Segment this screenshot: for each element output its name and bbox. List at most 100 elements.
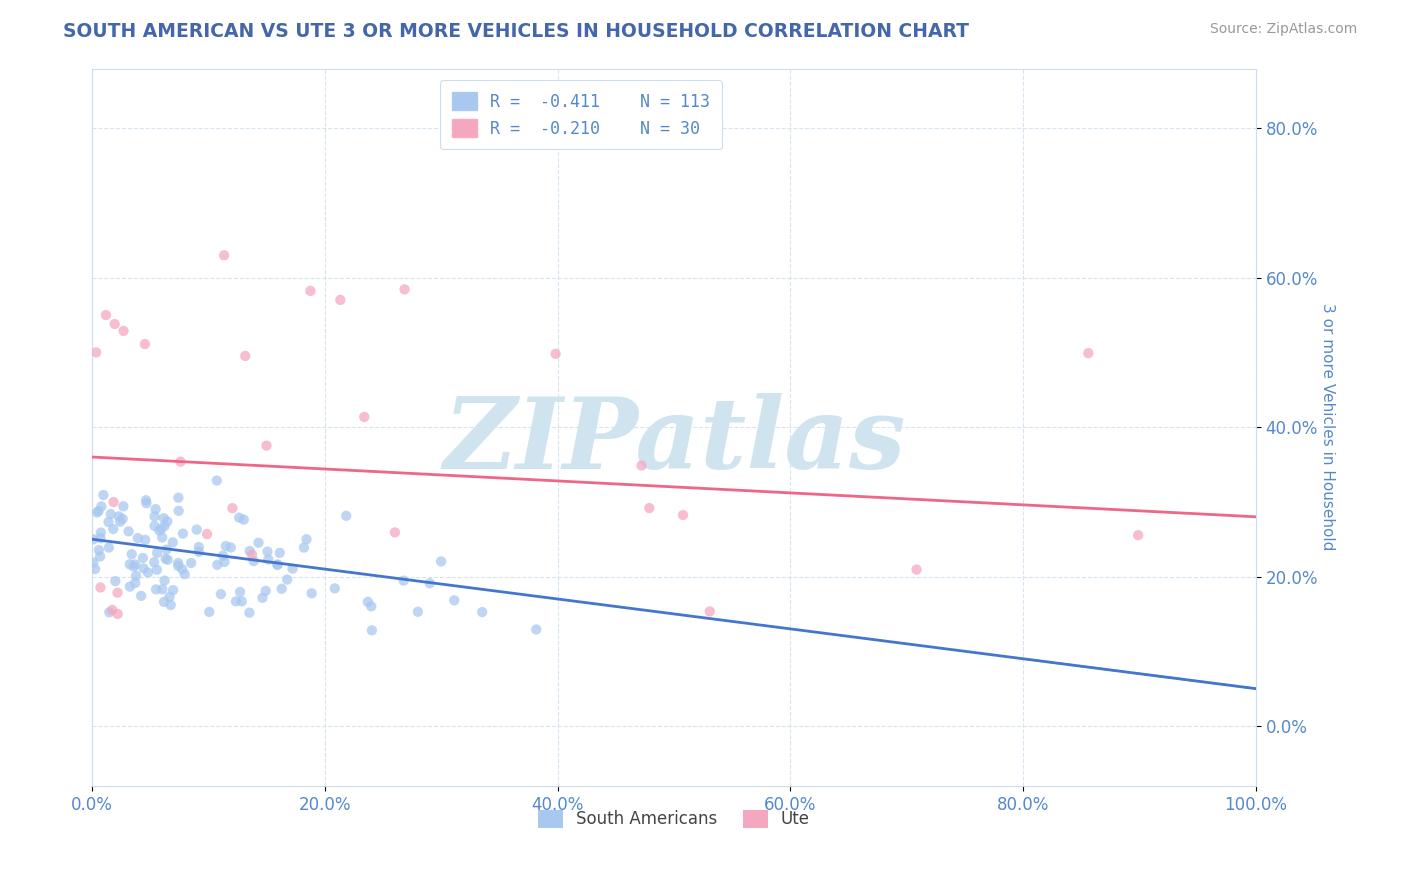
Point bbox=[256, 544, 278, 558]
Point bbox=[524, 623, 547, 637]
Point bbox=[117, 524, 139, 539]
Point bbox=[419, 576, 441, 591]
Point bbox=[104, 574, 127, 588]
Point bbox=[155, 542, 177, 557]
Point bbox=[443, 593, 465, 607]
Point bbox=[187, 540, 209, 554]
Point bbox=[132, 551, 155, 566]
Point bbox=[135, 493, 157, 508]
Point bbox=[167, 556, 190, 570]
Point bbox=[134, 337, 156, 351]
Point bbox=[329, 293, 352, 307]
Point bbox=[323, 582, 346, 596]
Point bbox=[384, 525, 406, 540]
Point bbox=[1126, 528, 1149, 542]
Point bbox=[143, 509, 166, 524]
Point bbox=[266, 558, 288, 572]
Point bbox=[156, 553, 179, 567]
Point bbox=[172, 526, 194, 541]
Point bbox=[127, 531, 149, 545]
Point bbox=[212, 549, 235, 563]
Point bbox=[257, 552, 280, 566]
Text: Source: ZipAtlas.com: Source: ZipAtlas.com bbox=[1209, 22, 1357, 37]
Point bbox=[153, 519, 176, 533]
Point bbox=[281, 562, 304, 576]
Point bbox=[301, 586, 323, 600]
Point bbox=[153, 574, 176, 588]
Point bbox=[98, 605, 121, 619]
Point bbox=[84, 562, 107, 576]
Point bbox=[97, 515, 120, 529]
Point bbox=[233, 349, 256, 363]
Point bbox=[129, 589, 152, 603]
Point bbox=[162, 583, 184, 598]
Point bbox=[238, 606, 260, 620]
Point bbox=[89, 531, 111, 545]
Point bbox=[87, 543, 110, 558]
Point bbox=[394, 282, 416, 296]
Point bbox=[108, 515, 131, 529]
Point bbox=[124, 558, 146, 572]
Point bbox=[152, 511, 174, 525]
Point bbox=[112, 500, 135, 514]
Point bbox=[295, 533, 318, 547]
Point bbox=[471, 605, 494, 619]
Point bbox=[214, 555, 236, 569]
Point bbox=[254, 583, 277, 598]
Point bbox=[276, 573, 298, 587]
Point bbox=[219, 541, 242, 555]
Point bbox=[143, 555, 166, 569]
Point bbox=[100, 507, 122, 521]
Text: SOUTH AMERICAN VS UTE 3 OR MORE VEHICLES IN HOUSEHOLD CORRELATION CHART: SOUTH AMERICAN VS UTE 3 OR MORE VEHICLES… bbox=[63, 22, 969, 41]
Point bbox=[186, 523, 208, 537]
Point bbox=[205, 474, 228, 488]
Point bbox=[124, 576, 146, 591]
Point bbox=[672, 508, 695, 522]
Point bbox=[122, 559, 145, 574]
Point bbox=[266, 558, 288, 572]
Point bbox=[299, 284, 322, 298]
Point bbox=[357, 595, 380, 609]
Point bbox=[162, 535, 184, 549]
Point bbox=[89, 549, 111, 564]
Point bbox=[145, 502, 167, 516]
Point bbox=[173, 567, 195, 582]
Point bbox=[94, 308, 117, 322]
Point bbox=[86, 505, 108, 519]
Point bbox=[148, 524, 170, 538]
Point bbox=[118, 580, 141, 594]
Point bbox=[221, 501, 243, 516]
Point bbox=[353, 409, 375, 424]
Point bbox=[215, 539, 238, 553]
Point bbox=[93, 488, 115, 502]
Point bbox=[150, 522, 173, 536]
Legend: South Americans, Ute: South Americans, Ute bbox=[531, 803, 817, 835]
Point bbox=[104, 317, 127, 331]
Point bbox=[159, 598, 181, 612]
Point bbox=[335, 508, 357, 523]
Point bbox=[108, 509, 131, 524]
Point bbox=[87, 504, 110, 518]
Point bbox=[232, 513, 254, 527]
Point bbox=[229, 585, 252, 599]
Point bbox=[240, 548, 263, 562]
Point bbox=[225, 594, 247, 608]
Point bbox=[207, 558, 229, 572]
Point bbox=[630, 458, 652, 473]
Point bbox=[905, 563, 928, 577]
Point bbox=[82, 556, 104, 570]
Point bbox=[146, 563, 169, 577]
Point bbox=[247, 535, 270, 549]
Point bbox=[167, 559, 190, 574]
Point bbox=[150, 531, 173, 545]
Point bbox=[292, 541, 315, 555]
Point bbox=[360, 624, 382, 638]
Point bbox=[270, 582, 292, 596]
Point bbox=[101, 603, 124, 617]
Point bbox=[209, 587, 232, 601]
Point bbox=[406, 605, 429, 619]
Point bbox=[107, 607, 129, 621]
Point bbox=[198, 605, 221, 619]
Point bbox=[188, 545, 211, 559]
Point bbox=[256, 439, 278, 453]
